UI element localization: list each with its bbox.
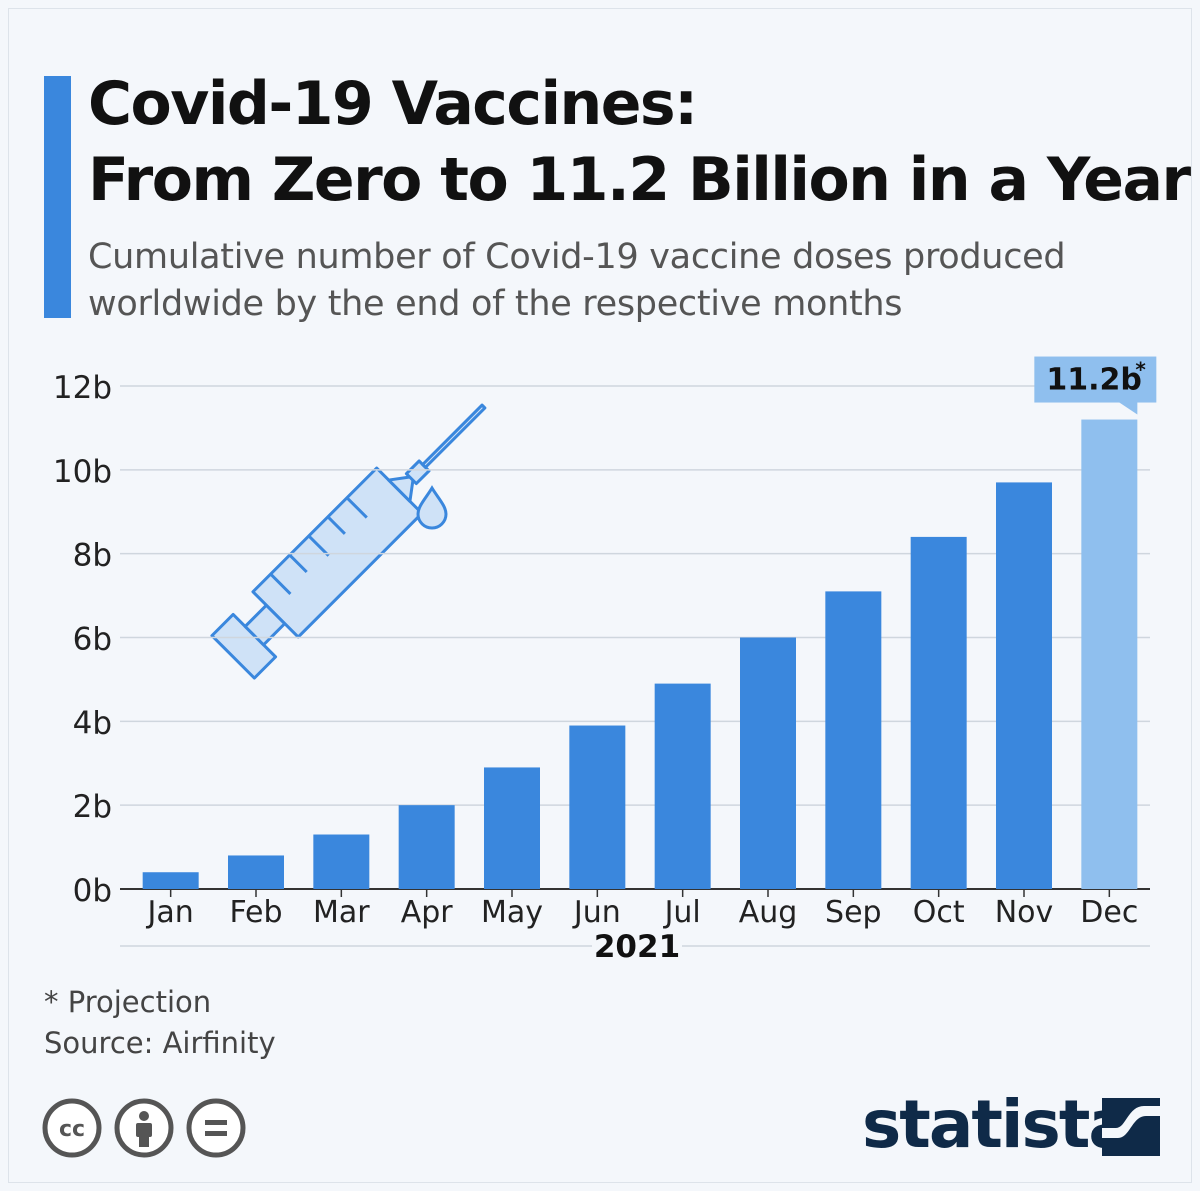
chart-title: Covid-19 Vaccines: From Zero to 11.2 Bil…	[88, 66, 1191, 218]
bar-feb[interactable]	[228, 855, 284, 889]
x-tick-label: Apr	[401, 895, 454, 930]
x-tick-label: Sep	[825, 895, 882, 930]
no-derivatives-icon[interactable]	[186, 1098, 246, 1158]
bar-jul[interactable]	[654, 683, 711, 889]
source-note: Source: Airfinity	[44, 1026, 276, 1060]
x-axis-title: 2021	[594, 929, 680, 965]
y-tick-label: 10b	[53, 454, 112, 490]
bar-may[interactable]	[484, 767, 540, 889]
bar-jan[interactable]	[142, 872, 199, 889]
license-icons: cc	[42, 1098, 246, 1158]
projection-footnote: * Projection	[44, 985, 212, 1019]
y-tick-label: 6b	[73, 622, 112, 658]
x-tick-label: Dec	[1080, 895, 1138, 930]
callout-value-label: 11.2b	[1046, 363, 1142, 398]
y-tick-label: 0b	[73, 873, 112, 909]
subtitle-line-1: Cumulative number of Covid-19 vaccine do…	[88, 237, 1066, 277]
logo-mark-icon	[1102, 1098, 1160, 1156]
bar-chart: 0b 2b 4b 6b 8b 10b 12b Jan Feb Mar Apr May Jun Jul Au…	[53, 356, 1157, 965]
y-tick-label: 12b	[53, 370, 112, 406]
x-tick-label: Jan	[146, 895, 194, 930]
title-accent-bar	[44, 76, 71, 318]
x-tick-label: May	[481, 895, 543, 930]
title-line-2: From Zero to 11.2 Billion in a Year	[88, 145, 1191, 215]
bar-mar[interactable]	[313, 834, 370, 889]
bar-dec[interactable]	[1081, 419, 1138, 889]
x-tick-label: Nov	[995, 895, 1054, 930]
bar-sep[interactable]	[825, 591, 882, 889]
x-tick-label: Mar	[313, 895, 370, 930]
x-axis-title-group: 2021	[120, 929, 1150, 965]
callout-box	[1034, 356, 1157, 403]
x-tick-label: Aug	[739, 895, 798, 930]
y-tick-label: 8b	[73, 538, 112, 574]
svg-text:cc: cc	[59, 1117, 85, 1142]
x-tick-label: Jul	[663, 895, 701, 930]
vaccine-drop-icon	[416, 485, 448, 530]
gridlines	[120, 385, 1150, 890]
statista-logo: statista	[862, 1086, 1162, 1163]
x-tick-label: Jun	[572, 895, 621, 930]
title-line-1: Covid-19 Vaccines:	[88, 69, 698, 139]
logo-wordmark: statista	[862, 1086, 1133, 1163]
bar-nov[interactable]	[996, 482, 1052, 889]
x-tick-label: Feb	[229, 895, 282, 930]
bars	[142, 419, 1138, 890]
y-tick-label: 4b	[73, 705, 112, 741]
bar-aug[interactable]	[740, 637, 796, 890]
y-tick-label: 2b	[73, 789, 112, 825]
bar-oct[interactable]	[910, 536, 967, 889]
dec-annotation: 11.2b*	[1034, 356, 1157, 415]
x-axis-ticks: Jan Feb Mar Apr May Jun Jul Aug Sep Oct Nov Dec	[146, 889, 1138, 930]
cc-icon[interactable]: cc	[42, 1098, 102, 1158]
callout-projection-marker: *	[1135, 358, 1146, 382]
x-tick-label: Oct	[913, 895, 965, 930]
bar-jun[interactable]	[569, 725, 626, 889]
y-axis-ticks: 0b 2b 4b 6b 8b 10b 12b	[53, 370, 112, 909]
callout-pointer	[1119, 402, 1138, 415]
chart-subtitle: Cumulative number of Covid-19 vaccine do…	[88, 234, 1178, 328]
bar-apr[interactable]	[398, 805, 455, 889]
subtitle-line-2: worldwide by the end of the respective m…	[88, 284, 903, 324]
syringe-icon	[210, 403, 487, 680]
attribution-icon[interactable]	[114, 1098, 174, 1158]
infographic-frame	[8, 8, 1192, 1183]
